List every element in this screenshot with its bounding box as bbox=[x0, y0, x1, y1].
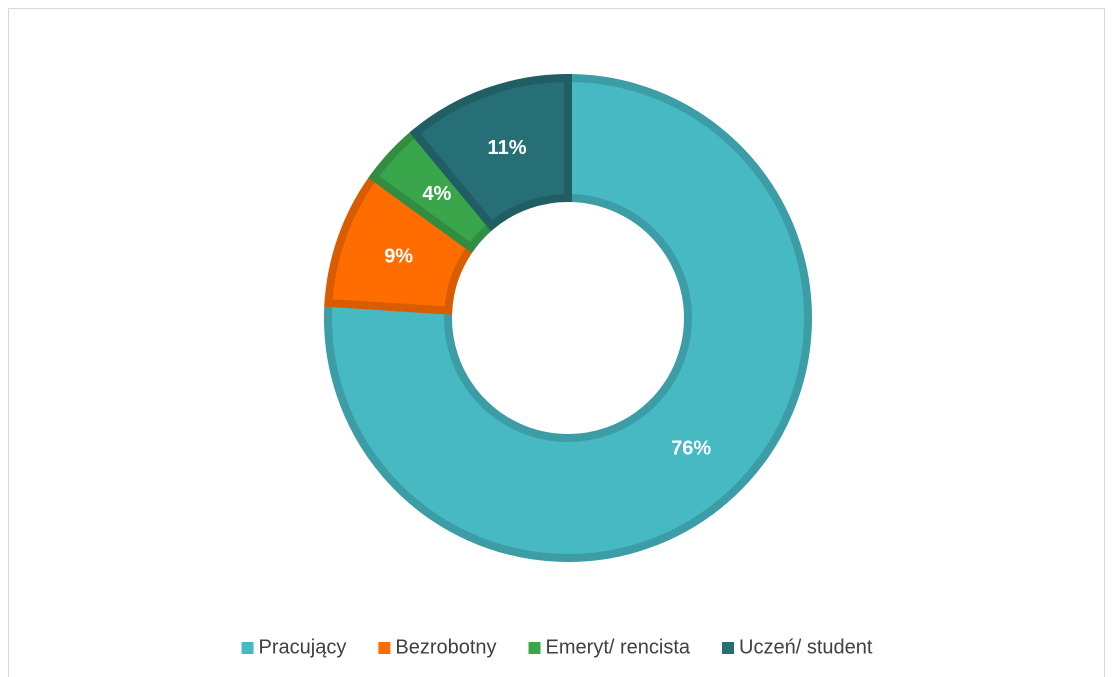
legend-swatch bbox=[528, 642, 541, 654]
legend-swatch bbox=[378, 642, 391, 654]
legend-label: Uczeń/ student bbox=[739, 636, 873, 658]
data-label: 76% bbox=[671, 437, 711, 459]
donut-segment bbox=[409, 73, 572, 232]
legend-swatch bbox=[241, 642, 254, 654]
legend-label: Emeryt/ rencista bbox=[546, 636, 691, 658]
data-label: 4% bbox=[422, 183, 451, 205]
data-label: 11% bbox=[488, 137, 527, 159]
legend-label: Bezrobotny bbox=[395, 636, 496, 658]
donut-segment bbox=[324, 73, 812, 562]
legend-swatch bbox=[722, 642, 735, 654]
data-label: 9% bbox=[384, 245, 413, 267]
legend-label: Pracujący bbox=[259, 636, 347, 658]
